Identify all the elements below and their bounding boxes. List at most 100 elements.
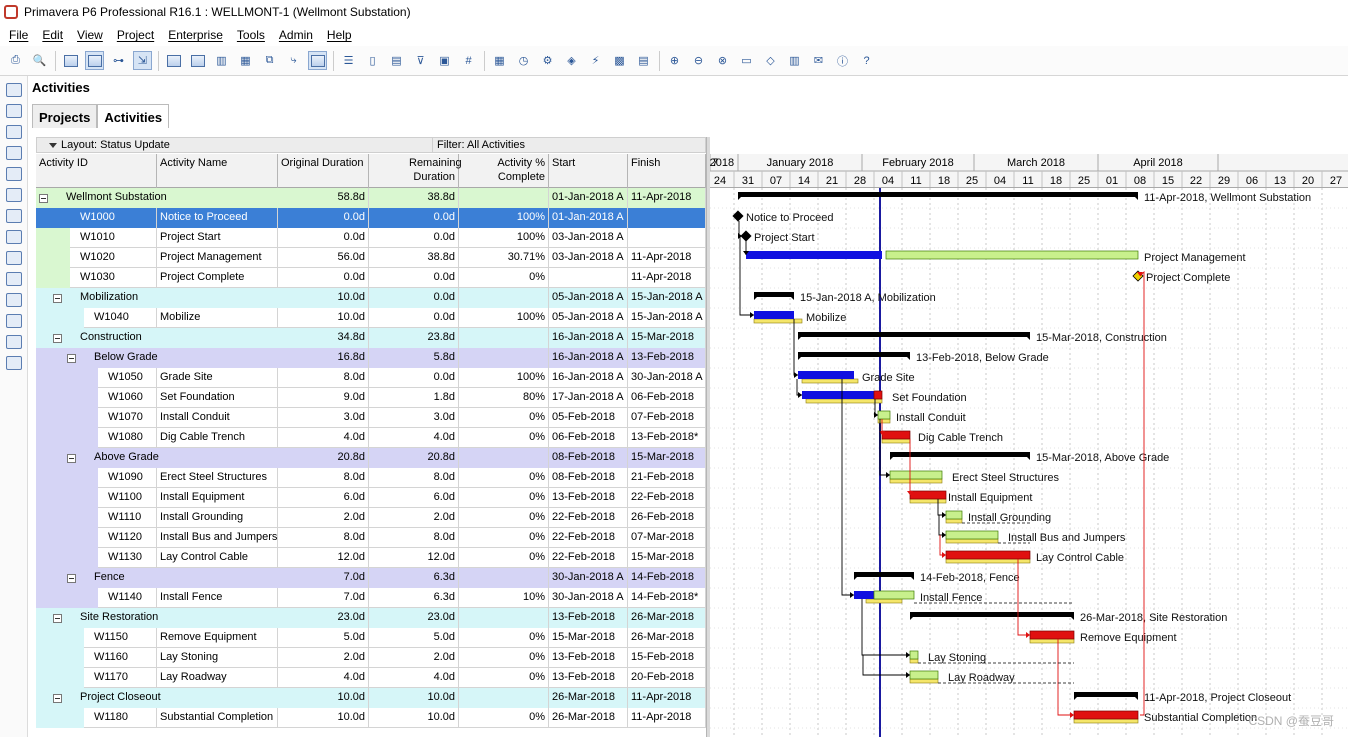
table-view-icon[interactable] bbox=[61, 51, 80, 70]
cell-pct[interactable]: 30.71% bbox=[459, 248, 549, 268]
cell-pct[interactable]: 0% bbox=[459, 668, 549, 688]
activity-row[interactable]: W1160 Lay Stoning 2.0d 2.0d 0% 13-Feb-2018 15-… bbox=[36, 648, 706, 668]
cell-rem[interactable]: 10.0d bbox=[369, 688, 459, 708]
collapse-toggle[interactable] bbox=[67, 354, 76, 363]
cell-id[interactable]: W1140 bbox=[36, 588, 157, 608]
col-original-duration[interactable]: Original Duration bbox=[278, 154, 369, 188]
cell-finish[interactable]: 22-Feb-2018 bbox=[628, 488, 706, 508]
cell-pct[interactable]: 0% bbox=[459, 508, 549, 528]
portfolio-icon[interactable] bbox=[6, 272, 22, 286]
zoom-out-icon[interactable]: ⊖ bbox=[693, 55, 704, 67]
network-view-icon[interactable]: ⊶ bbox=[113, 55, 124, 67]
menu-admin[interactable]: Admin bbox=[278, 28, 313, 42]
cell-finish[interactable]: 11-Apr-2018 bbox=[628, 248, 706, 268]
activity-row[interactable]: W1090 Erect Steel Structures 8.0d 8.0d 0% 08-… bbox=[36, 468, 706, 488]
level-resources-icon[interactable]: ⚙ bbox=[542, 55, 553, 67]
cell-orig[interactable]: 8.0d bbox=[278, 528, 369, 548]
menu-edit[interactable]: Edit bbox=[42, 28, 64, 42]
cell-name[interactable]: Lay Control Cable bbox=[157, 548, 278, 568]
cell-orig[interactable]: 3.0d bbox=[278, 408, 369, 428]
cell-orig[interactable]: 2.0d bbox=[278, 508, 369, 528]
cell-rem[interactable]: 3.0d bbox=[369, 408, 459, 428]
activity-row[interactable]: W1000 Notice to Proceed 0.0d 0.0d 100% 01-Jan… bbox=[36, 208, 706, 228]
cell-pct[interactable] bbox=[459, 608, 549, 628]
activity-row[interactable]: W1150 Remove Equipment 5.0d 5.0d 0% 15-Mar-20… bbox=[36, 628, 706, 648]
collapse-toggle[interactable] bbox=[67, 574, 76, 583]
print-preview-icon[interactable]: 🔍 bbox=[32, 55, 47, 67]
cell-finish[interactable]: 20-Feb-2018 bbox=[628, 668, 706, 688]
cell-orig[interactable]: 7.0d bbox=[278, 568, 369, 588]
cell-pct[interactable] bbox=[459, 188, 549, 208]
split-view-icon[interactable]: ▥ bbox=[789, 55, 800, 67]
cell-name[interactable]: Grade Site bbox=[157, 368, 278, 388]
cell-pct[interactable]: 0% bbox=[459, 628, 549, 648]
cell-start[interactable]: 22-Feb-2018 bbox=[549, 528, 628, 548]
cell-finish[interactable]: 06-Feb-2018 bbox=[628, 388, 706, 408]
cell-orig[interactable]: 4.0d bbox=[278, 428, 369, 448]
cell-name[interactable]: Project Start bbox=[157, 228, 278, 248]
cell-orig[interactable]: 10.0d bbox=[278, 708, 369, 728]
cell-start[interactable]: 30-Jan-2018 A bbox=[549, 568, 628, 588]
wbs-row[interactable]: Mobilization 10.0d 0.0d 05-Jan-2018 A 15-Jan… bbox=[36, 288, 706, 308]
tab-projects[interactable]: Projects bbox=[32, 104, 98, 128]
activity-row[interactable]: W1060 Set Foundation 9.0d 1.8d 80% 17-Jan-201… bbox=[36, 388, 706, 408]
cell-pct[interactable]: 100% bbox=[459, 368, 549, 388]
cell-pct[interactable]: 100% bbox=[459, 208, 549, 228]
cell-rem[interactable]: 2.0d bbox=[369, 648, 459, 668]
cell-pct[interactable] bbox=[459, 328, 549, 348]
cell-pct[interactable]: 0% bbox=[459, 548, 549, 568]
cell-id[interactable]: W1000 bbox=[36, 208, 157, 228]
cell-id[interactable]: Wellmont Substation bbox=[36, 188, 278, 208]
activity-row[interactable]: W1140 Install Fence 7.0d 6.3d 10% 30-Jan-2018… bbox=[36, 588, 706, 608]
cell-id[interactable]: W1040 bbox=[36, 308, 157, 328]
col-activity-id[interactable]: Activity ID bbox=[36, 154, 157, 188]
cell-rem[interactable]: 2.0d bbox=[369, 508, 459, 528]
cell-finish[interactable]: 14-Feb-2018 bbox=[628, 568, 706, 588]
zoom-in-icon[interactable]: ⊕ bbox=[669, 55, 680, 67]
apply-actuals-icon[interactable]: ◈ bbox=[567, 55, 576, 67]
info-icon[interactable]: ⓘ bbox=[837, 55, 848, 68]
filter-icon[interactable]: ⊽ bbox=[416, 55, 425, 67]
cell-finish[interactable]: 26-Mar-2018 bbox=[628, 608, 706, 628]
layout-dropdown[interactable]: Layout: Status Update bbox=[37, 138, 433, 152]
cell-name[interactable]: Install Conduit bbox=[157, 408, 278, 428]
cell-id[interactable]: W1100 bbox=[36, 488, 157, 508]
cell-id[interactable]: W1010 bbox=[36, 228, 157, 248]
cell-orig[interactable]: 16.8d bbox=[278, 348, 369, 368]
activity-usage-icon[interactable]: ▦ bbox=[240, 55, 251, 67]
cell-finish[interactable]: 13-Feb-2018* bbox=[628, 428, 706, 448]
collapse-toggle[interactable] bbox=[53, 614, 62, 623]
menu-enterprise[interactable]: Enterprise bbox=[168, 28, 223, 42]
activity-row[interactable]: W1100 Install Equipment 6.0d 6.0d 0% 13-Feb-2… bbox=[36, 488, 706, 508]
cell-orig[interactable]: 58.8d bbox=[278, 188, 369, 208]
cell-id[interactable]: Below Grade bbox=[36, 348, 278, 368]
cell-id[interactable]: Above Grade bbox=[36, 448, 278, 468]
link-activities-icon[interactable]: ⇲ bbox=[133, 51, 152, 70]
cell-rem[interactable]: 4.0d bbox=[369, 428, 459, 448]
cell-start[interactable]: 08-Feb-2018 bbox=[549, 468, 628, 488]
global-change-icon[interactable]: ▤ bbox=[638, 55, 649, 67]
cell-finish[interactable]: 15-Mar-2018 bbox=[628, 328, 706, 348]
cell-name[interactable]: Set Foundation bbox=[157, 388, 278, 408]
cell-orig[interactable]: 8.0d bbox=[278, 468, 369, 488]
cell-rem[interactable]: 5.0d bbox=[369, 628, 459, 648]
cell-name[interactable]: Substantial Completion bbox=[157, 708, 278, 728]
menu-project[interactable]: Project bbox=[116, 28, 155, 42]
bars-icon[interactable]: ▤ bbox=[391, 55, 402, 67]
cell-pct[interactable]: 0% bbox=[459, 428, 549, 448]
activity-row[interactable]: W1030 Project Complete 0.0d 0.0d 0% 11-Apr-20… bbox=[36, 268, 706, 288]
menu-help[interactable]: Help bbox=[326, 28, 352, 42]
cell-finish[interactable]: 15-Feb-2018 bbox=[628, 648, 706, 668]
cell-name[interactable]: Install Fence bbox=[157, 588, 278, 608]
cell-finish[interactable]: 15-Mar-2018 bbox=[628, 548, 706, 568]
cell-id[interactable]: W1160 bbox=[36, 648, 157, 668]
cell-name[interactable]: Install Grounding bbox=[157, 508, 278, 528]
cell-orig[interactable]: 0.0d bbox=[278, 268, 369, 288]
cell-finish[interactable]: 15-Mar-2018 bbox=[628, 448, 706, 468]
cell-finish[interactable]: 30-Jan-2018 A bbox=[628, 368, 706, 388]
cell-start[interactable]: 13-Feb-2018 bbox=[549, 608, 628, 628]
cell-rem[interactable]: 4.0d bbox=[369, 668, 459, 688]
cell-orig[interactable]: 2.0d bbox=[278, 648, 369, 668]
activity-row[interactable]: W1120 Install Bus and Jumpers 8.0d 8.0d 0% 22… bbox=[36, 528, 706, 548]
